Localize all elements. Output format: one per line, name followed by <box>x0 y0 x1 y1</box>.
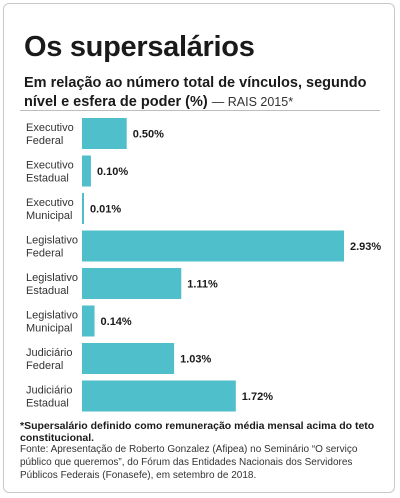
category-label: Executivo Municipal <box>26 197 74 222</box>
category-label: Executivo Federal <box>26 122 74 147</box>
value-label: 1.03% <box>180 354 211 366</box>
value-label: 0.10% <box>97 166 128 178</box>
category-label: Legislativo Estadual <box>26 272 78 297</box>
value-label: 0.14% <box>101 316 132 328</box>
bar <box>82 118 127 149</box>
bar <box>82 305 95 337</box>
value-label: 0.50% <box>133 129 164 141</box>
bar <box>82 193 84 224</box>
subtitle-source: — RAIS 2015* <box>211 95 294 109</box>
bar <box>82 343 175 374</box>
value-label: 2.93% <box>350 241 381 253</box>
bar <box>82 230 344 262</box>
bar <box>82 155 91 187</box>
title-divider <box>20 110 380 111</box>
category-label: Judiciário Estadual <box>26 385 72 410</box>
source-citation: Fonte: Apresentação de Roberto Gonzalez … <box>20 444 358 481</box>
chart-title: Os supersalários <box>24 31 255 63</box>
value-label: 1.11% <box>187 279 218 291</box>
category-label: Judiciário Federal <box>26 347 72 372</box>
footnote: *Supersalário definido como remuneração … <box>20 420 375 444</box>
chart-subtitle: Em relação ao número total de vínculos, … <box>24 74 389 112</box>
category-label: Legislativo Federal <box>26 235 78 260</box>
subtitle-text: Em relação ao número total de vínculos, … <box>24 75 367 110</box>
value-label: 0.01% <box>90 204 121 216</box>
bar <box>82 380 236 412</box>
category-label: Executivo Estadual <box>26 160 74 185</box>
value-label: 1.72% <box>242 391 273 403</box>
category-label: Legislativo Municipal <box>26 310 78 335</box>
bar <box>82 268 182 299</box>
